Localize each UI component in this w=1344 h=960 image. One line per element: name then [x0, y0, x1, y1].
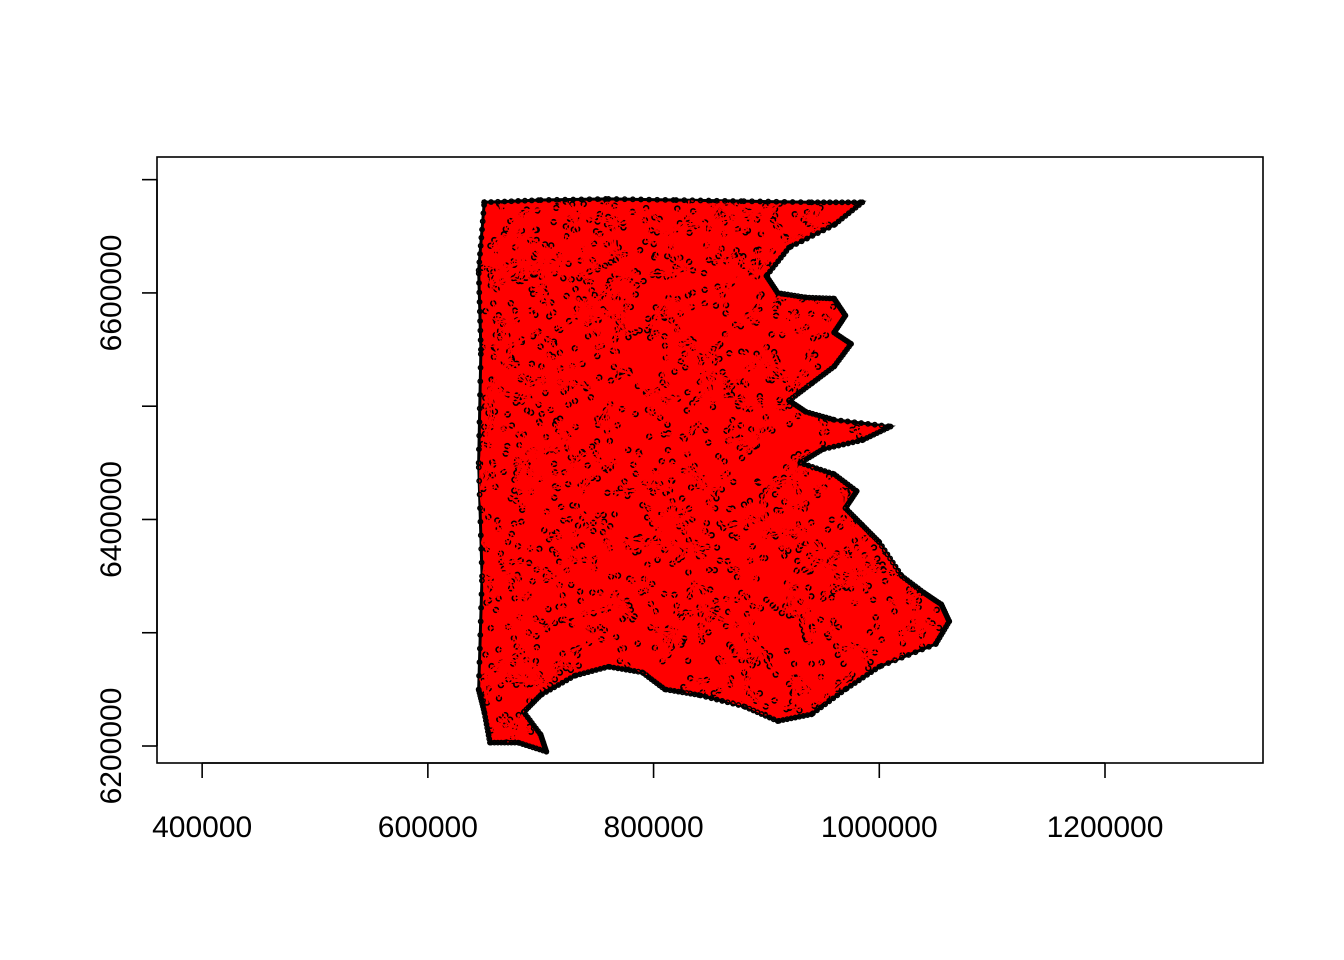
- x-tick-label: 1000000: [821, 811, 938, 844]
- y-axis: 6200000 6400000 6600000: [95, 178, 158, 805]
- y-tick-label: 6400000: [95, 461, 128, 578]
- x-tick-label: 800000: [604, 811, 704, 844]
- data-layer: [475, 196, 953, 755]
- y-tick-label: 6600000: [95, 235, 128, 352]
- x-tick-label: 400000: [152, 811, 252, 844]
- x-axis: 400000 600000 800000 1000000 1200000: [152, 762, 1164, 844]
- data-point: [878, 636, 885, 643]
- y-tick-label: 6200000: [95, 688, 128, 805]
- data-point: [823, 693, 831, 700]
- network: [478, 198, 943, 746]
- x-tick-label: 1200000: [1047, 811, 1164, 844]
- x-tick-label: 600000: [378, 811, 478, 844]
